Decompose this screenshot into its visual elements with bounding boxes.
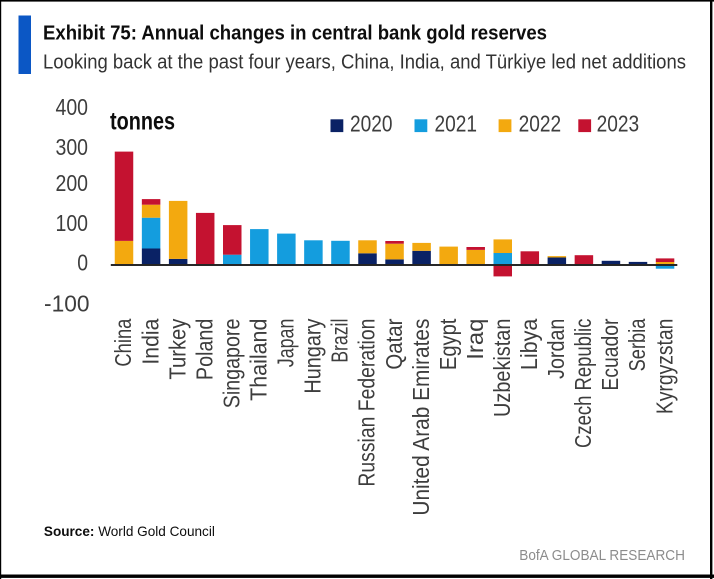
svg-text:Qatar: Qatar (381, 318, 407, 369)
svg-text:Egypt: Egypt (435, 318, 461, 370)
svg-text:Brazil: Brazil (327, 319, 353, 363)
svg-text:2020: 2020 (350, 111, 393, 137)
svg-text:Czech Republic: Czech Republic (570, 319, 596, 448)
svg-text:India: India (137, 318, 163, 364)
svg-text:400: 400 (56, 94, 89, 120)
svg-text:0: 0 (77, 250, 88, 276)
svg-text:Libya: Libya (516, 318, 542, 370)
svg-text:Source: World Gold Council: Source: World Gold Council (44, 523, 215, 539)
svg-text:BofA GLOBAL RESEARCH: BofA GLOBAL RESEARCH (519, 548, 685, 564)
svg-text:Russian Federation: Russian Federation (354, 319, 380, 487)
svg-text:Jordan: Jordan (543, 319, 569, 379)
svg-text:Japan: Japan (273, 319, 299, 368)
svg-text:100: 100 (56, 210, 89, 236)
svg-text:Uzbekistan: Uzbekistan (489, 319, 515, 417)
svg-text:200: 200 (56, 170, 89, 196)
svg-text:2022: 2022 (519, 111, 562, 137)
svg-text:Turkey: Turkey (164, 318, 190, 379)
svg-text:Poland: Poland (191, 319, 217, 381)
svg-text:Hungary: Hungary (300, 318, 326, 393)
svg-text:2021: 2021 (435, 111, 478, 137)
svg-text:2023: 2023 (597, 111, 640, 137)
svg-text:China: China (110, 318, 136, 366)
svg-text:tonnes: tonnes (110, 108, 175, 136)
svg-text:Ecuador: Ecuador (597, 318, 623, 390)
svg-text:Kyrgyzstan: Kyrgyzstan (651, 319, 677, 415)
svg-text:300: 300 (56, 134, 89, 160)
svg-text:Exhibit 75: Annual changes in: Exhibit 75: Annual changes in central ba… (43, 22, 547, 44)
svg-text:Thailand: Thailand (246, 319, 272, 401)
svg-text:United Arab Emirates: United Arab Emirates (408, 319, 434, 516)
svg-text:Singapore: Singapore (218, 319, 244, 409)
svg-text:Serbia: Serbia (624, 318, 650, 371)
svg-text:-100: -100 (44, 291, 90, 317)
svg-text:Looking back at the past four: Looking back at the past four years, Chi… (43, 51, 686, 74)
svg-text:Iraq: Iraq (462, 319, 488, 360)
